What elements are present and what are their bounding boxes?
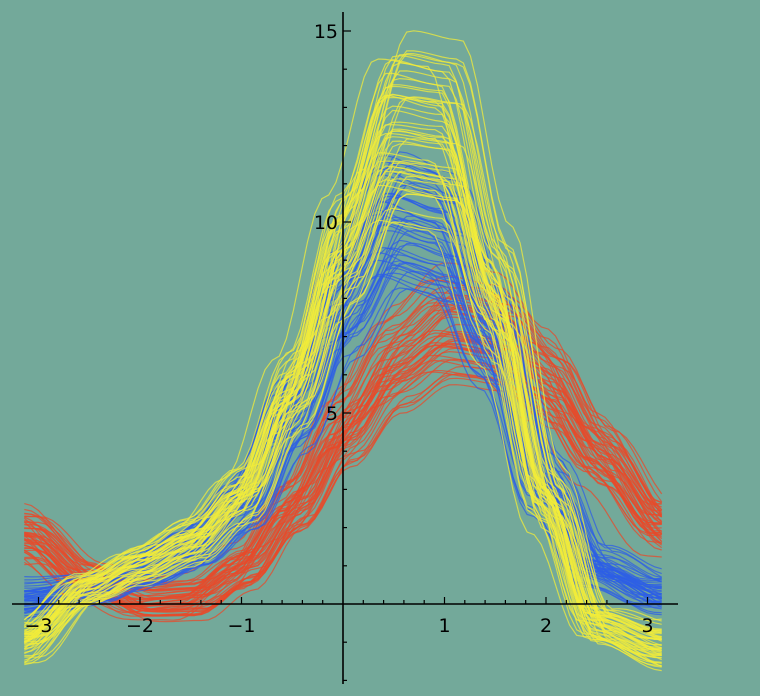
axes-group: −3 −2 −1 1 2 3 5 10 15 [12,12,678,684]
x-tick-label: −3 [24,615,52,637]
y-tick-label: 15 [314,21,338,43]
x-tick-label: 3 [641,615,653,637]
x-tick-label: −1 [227,615,255,637]
y-tick-label: 10 [314,212,338,234]
x-tick-label: −2 [126,615,154,637]
y-tick-label: 5 [326,403,338,425]
x-tick-label: 2 [540,615,552,637]
x-tick-label: 1 [438,615,450,637]
